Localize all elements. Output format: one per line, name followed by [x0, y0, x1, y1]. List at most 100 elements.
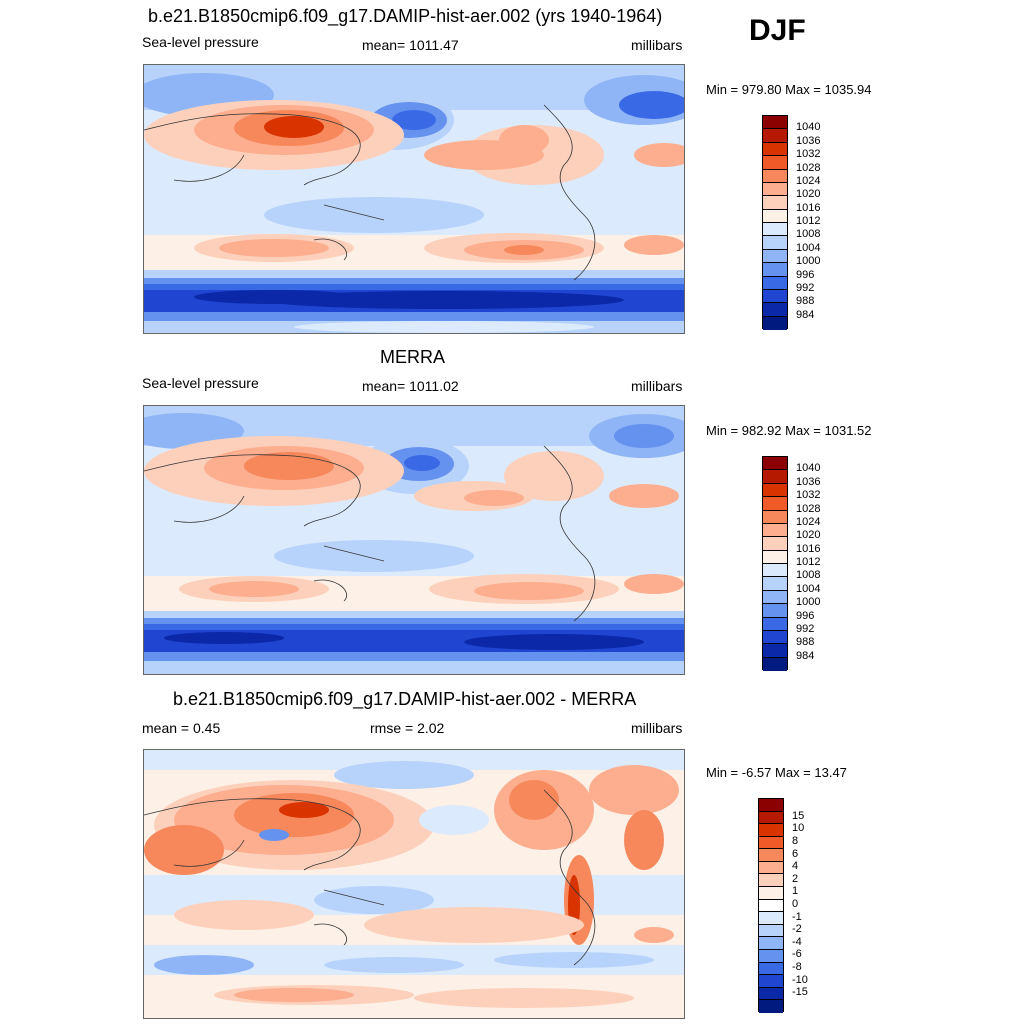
colorbar-swatch — [759, 836, 783, 850]
colorbar-label: 1000 — [796, 255, 821, 268]
colorbar-swatch — [763, 497, 787, 511]
panel-1-title: b.e21.B1850cmip6.f09_g17.DAMIP-hist-aer.… — [148, 6, 663, 26]
colorbar-label: 1028 — [796, 161, 821, 174]
panel-1-center-label: mean= 1011.47 — [362, 37, 459, 53]
colorbar-swatch — [763, 276, 787, 290]
panel-3-right-label: millibars — [631, 720, 683, 736]
colorbar-label: -8 — [792, 960, 802, 973]
colorbar-label: -10 — [792, 973, 808, 986]
panel-3-colorbar — [758, 798, 784, 1013]
colorbar-swatch — [763, 156, 787, 170]
colorbar-swatch — [759, 874, 783, 888]
colorbar-swatch — [763, 209, 787, 223]
colorbar-label: 4 — [792, 860, 799, 873]
colorbar-swatch — [763, 263, 787, 277]
colorbar-swatch — [763, 223, 787, 237]
panel-1-map-field — [144, 65, 684, 333]
colorbar-label: 984 — [796, 649, 815, 662]
colorbar-swatch — [763, 617, 787, 631]
colorbar-swatch — [759, 849, 783, 862]
colorbar-label: -6 — [792, 948, 802, 961]
panel-1-map — [143, 64, 685, 334]
colorbar-label: 1004 — [796, 241, 821, 254]
panel-3-title: b.e21.B1850cmip6.f09_g17.DAMIP-hist-aer.… — [173, 689, 637, 709]
colorbar-label: 992 — [796, 622, 815, 635]
colorbar-swatch — [763, 249, 787, 264]
panel-3-center-label: rmse = 2.02 — [370, 720, 445, 736]
colorbar-swatch — [763, 303, 787, 317]
colorbar-swatch — [759, 1000, 783, 1013]
colorbar-swatch — [763, 169, 787, 183]
colorbar-label: 984 — [796, 308, 815, 321]
colorbar-label: 1028 — [796, 502, 821, 515]
colorbar-label: 1016 — [796, 542, 821, 555]
colorbar-swatch — [763, 182, 787, 197]
panel-1-left-label: Sea-level pressure — [142, 34, 259, 50]
colorbar-label: 1036 — [796, 475, 821, 488]
colorbar-label: 1032 — [796, 148, 821, 161]
panel-2-map — [143, 405, 685, 675]
colorbar-swatch — [763, 236, 787, 250]
colorbar-label: 1024 — [796, 174, 821, 187]
colorbar-label: 1040 — [796, 462, 821, 475]
colorbar-swatch — [763, 604, 787, 618]
colorbar-swatch — [763, 537, 787, 551]
colorbar-label: 1024 — [796, 515, 821, 528]
colorbar-swatch — [763, 510, 787, 524]
colorbar-label: 1012 — [796, 215, 821, 227]
colorbar-swatch — [763, 483, 787, 498]
colorbar-label: 1016 — [796, 201, 821, 214]
colorbar-swatch — [763, 564, 787, 578]
colorbar-label: 6 — [792, 847, 799, 860]
colorbar-label: 988 — [796, 295, 815, 308]
colorbar-label: 1004 — [796, 582, 821, 595]
colorbar-swatch — [763, 316, 787, 330]
colorbar-label: 1036 — [796, 134, 821, 147]
colorbar-swatch — [763, 644, 787, 658]
colorbar-swatch — [759, 975, 783, 988]
panel-1-minmax: Min = 979.80 Max = 1035.94 — [706, 82, 872, 97]
colorbar-swatch — [759, 811, 783, 825]
panel-2-map-field — [144, 406, 684, 674]
colorbar-label: 1000 — [796, 596, 821, 609]
panel-2-left-label: Sea-level pressure — [142, 375, 259, 391]
colorbar-swatch — [759, 799, 783, 812]
colorbar-swatch — [759, 949, 783, 963]
colorbar-label: 1008 — [796, 569, 821, 582]
colorbar-label: 2 — [792, 872, 799, 885]
colorbar-swatch — [759, 899, 783, 913]
colorbar-swatch — [759, 937, 783, 950]
colorbar-swatch — [763, 289, 787, 304]
colorbar-swatch — [759, 924, 783, 938]
colorbar-label: 1012 — [796, 556, 821, 568]
colorbar-label: 10 — [792, 822, 805, 835]
colorbar-label: 0 — [792, 898, 799, 910]
colorbar-label: 1020 — [796, 529, 821, 542]
colorbar-label: 1 — [792, 885, 799, 898]
colorbar-swatch — [763, 657, 787, 671]
panel-1-right-label: millibars — [631, 37, 683, 53]
panel-3-minmax: Min = -6.57 Max = 13.47 — [706, 765, 847, 780]
colorbar-swatch — [763, 129, 787, 143]
colorbar-swatch — [763, 470, 787, 484]
colorbar-swatch — [763, 457, 787, 471]
colorbar-label: 8 — [792, 835, 799, 848]
panel-1-colorbar — [762, 115, 788, 330]
colorbar-swatch — [763, 630, 787, 645]
colorbar-label: -1 — [792, 910, 802, 923]
colorbar-label: -4 — [792, 935, 802, 948]
colorbar-label: 1040 — [796, 121, 821, 134]
panel-2-title: MERRA — [380, 347, 446, 367]
colorbar-label: 992 — [796, 281, 815, 294]
colorbar-label: 1020 — [796, 188, 821, 201]
colorbar-label: 996 — [796, 268, 815, 281]
colorbar-label: 988 — [796, 636, 815, 649]
panel-3-left-label: mean = 0.45 — [142, 720, 221, 736]
colorbar-label: 1032 — [796, 489, 821, 502]
colorbar-swatch — [759, 962, 783, 976]
colorbar-label: -2 — [792, 923, 802, 936]
colorbar-swatch — [759, 912, 783, 925]
colorbar-swatch — [759, 824, 783, 837]
colorbar-swatch — [763, 590, 787, 605]
panel-3-map — [143, 749, 685, 1019]
